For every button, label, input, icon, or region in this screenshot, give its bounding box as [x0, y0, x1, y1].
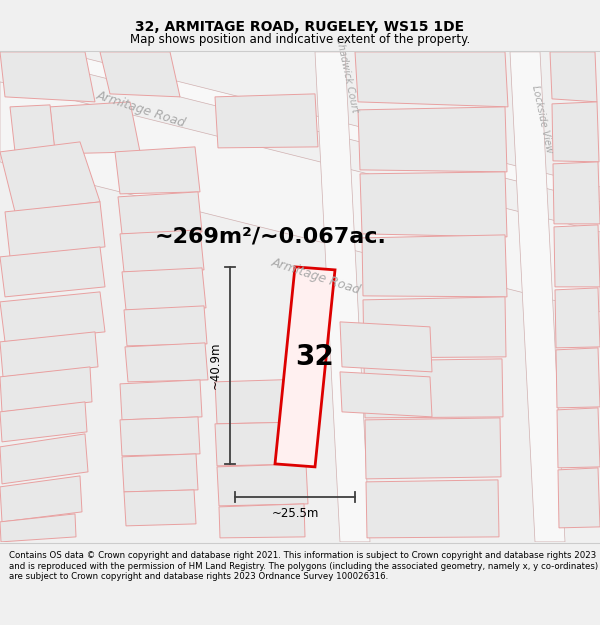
- Polygon shape: [552, 102, 599, 162]
- Polygon shape: [556, 348, 600, 408]
- Polygon shape: [340, 372, 432, 417]
- Polygon shape: [366, 480, 499, 538]
- Polygon shape: [120, 230, 204, 272]
- Polygon shape: [0, 332, 98, 377]
- Text: Contains OS data © Crown copyright and database right 2021. This information is : Contains OS data © Crown copyright and d…: [9, 551, 598, 581]
- Polygon shape: [217, 464, 308, 506]
- Polygon shape: [557, 408, 600, 468]
- Polygon shape: [5, 202, 105, 257]
- Text: 32, ARMITAGE ROAD, RUGELEY, WS15 1DE: 32, ARMITAGE ROAD, RUGELEY, WS15 1DE: [136, 20, 464, 34]
- Polygon shape: [0, 52, 95, 102]
- Polygon shape: [363, 297, 506, 358]
- Text: Armitage Road: Armitage Road: [270, 256, 362, 297]
- Polygon shape: [558, 468, 600, 528]
- Polygon shape: [215, 379, 312, 424]
- Polygon shape: [125, 343, 208, 382]
- Polygon shape: [275, 267, 335, 467]
- Polygon shape: [0, 514, 76, 542]
- Polygon shape: [365, 418, 501, 479]
- Text: ~269m²/~0.067ac.: ~269m²/~0.067ac.: [155, 227, 387, 247]
- Polygon shape: [0, 402, 87, 442]
- Polygon shape: [219, 504, 305, 538]
- Polygon shape: [120, 380, 202, 420]
- Polygon shape: [0, 434, 88, 484]
- Polygon shape: [360, 172, 507, 237]
- Polygon shape: [215, 94, 318, 148]
- Polygon shape: [362, 235, 507, 297]
- Polygon shape: [340, 322, 432, 372]
- Polygon shape: [215, 422, 310, 466]
- Polygon shape: [10, 105, 55, 152]
- Polygon shape: [124, 490, 196, 526]
- Polygon shape: [0, 82, 600, 312]
- Polygon shape: [355, 52, 508, 107]
- Text: Armitage Road: Armitage Road: [95, 89, 188, 130]
- Polygon shape: [550, 52, 597, 102]
- Polygon shape: [122, 454, 198, 492]
- Text: Map shows position and indicative extent of the property.: Map shows position and indicative extent…: [130, 33, 470, 46]
- Polygon shape: [358, 107, 507, 172]
- Text: ~25.5m: ~25.5m: [271, 507, 319, 520]
- Text: Chadwick Court: Chadwick Court: [334, 37, 360, 114]
- Polygon shape: [0, 367, 92, 412]
- Polygon shape: [315, 52, 370, 542]
- Polygon shape: [510, 52, 565, 542]
- Polygon shape: [554, 225, 600, 287]
- Polygon shape: [0, 292, 105, 342]
- Polygon shape: [0, 37, 600, 202]
- Polygon shape: [118, 192, 202, 234]
- Polygon shape: [0, 476, 82, 522]
- Text: Lockside View: Lockside View: [530, 84, 554, 154]
- Polygon shape: [50, 102, 140, 154]
- Polygon shape: [0, 142, 100, 212]
- Polygon shape: [0, 247, 105, 297]
- Text: ~40.9m: ~40.9m: [209, 342, 222, 389]
- Text: 32: 32: [296, 343, 334, 371]
- Polygon shape: [122, 268, 206, 310]
- Polygon shape: [555, 288, 600, 348]
- Polygon shape: [124, 306, 207, 346]
- Polygon shape: [100, 52, 180, 97]
- Polygon shape: [120, 417, 200, 456]
- Polygon shape: [115, 147, 200, 194]
- Polygon shape: [364, 359, 503, 418]
- Polygon shape: [553, 162, 600, 224]
